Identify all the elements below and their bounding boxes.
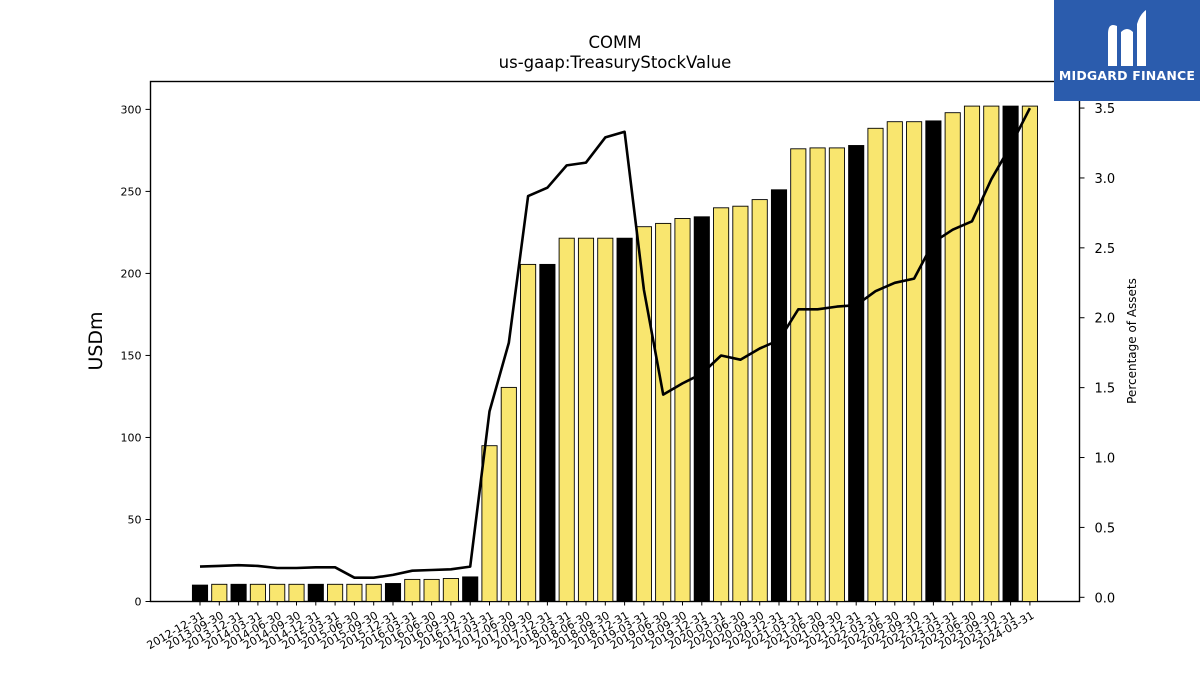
bar <box>577 237 595 602</box>
bar <box>442 578 459 602</box>
bar <box>230 583 247 602</box>
midgard-m-icon <box>1108 10 1146 66</box>
y-tick-label: 100 <box>121 431 142 444</box>
chart-subtitle: us-gaap:TreasuryStockValue <box>499 53 732 72</box>
bar <box>713 207 730 602</box>
bar <box>963 105 981 602</box>
bar <box>693 216 710 602</box>
bar <box>1002 105 1019 602</box>
bar <box>249 583 266 602</box>
bar <box>925 120 942 602</box>
plot-frame <box>149 80 1081 603</box>
y2-tick-label: 2.5 <box>1095 242 1116 257</box>
y2-axis-label: Percentage of Assets <box>1125 278 1139 404</box>
y2-tick-label: 1.5 <box>1095 382 1116 397</box>
bar <box>481 445 498 602</box>
bar <box>423 578 440 602</box>
y-tick-label: 200 <box>121 267 142 280</box>
bar <box>906 121 923 602</box>
bar <box>751 199 768 602</box>
y2-tick-label: 0.5 <box>1095 521 1116 536</box>
bar <box>770 189 788 602</box>
bar <box>307 583 324 602</box>
bar <box>365 583 382 602</box>
bar <box>828 147 845 602</box>
y-axis-left: 0 50 100 150 200 250 300 <box>121 103 151 609</box>
percentage-line <box>199 107 1032 579</box>
bar <box>597 237 614 602</box>
bar <box>404 578 421 602</box>
y2-tick-label: 0.0 <box>1095 591 1116 606</box>
y2-tick-label: 3.5 <box>1095 102 1116 117</box>
y-tick-label: 250 <box>121 185 142 198</box>
bar <box>655 222 672 602</box>
bar <box>327 583 344 602</box>
bar-series <box>191 105 1038 602</box>
y-axis-right: 0.0 0.5 1.0 1.5 2.0 2.5 3.0 3.5 <box>1079 102 1116 606</box>
chart-title: COMM <box>589 33 642 52</box>
bar <box>539 263 556 602</box>
bar <box>886 121 903 602</box>
bar <box>191 584 209 602</box>
y-axis-label: USDm <box>85 311 107 370</box>
bar <box>520 263 537 602</box>
bar <box>500 386 517 602</box>
brand-logo: MIDGARD FINANCE <box>1054 0 1200 101</box>
bar <box>732 205 749 602</box>
bar <box>848 145 865 602</box>
y2-tick-label: 1.0 <box>1095 452 1116 467</box>
y-tick-label: 300 <box>121 103 142 116</box>
y2-tick-label: 3.0 <box>1095 172 1116 187</box>
y-tick-label: 0 <box>135 596 142 609</box>
y-tick-label: 150 <box>121 349 142 362</box>
bar <box>211 583 228 602</box>
x-axis: 2012-12-312013-09-302013-12-312014-03-31… <box>145 601 1036 652</box>
brand-name: MIDGARD FINANCE <box>1058 68 1196 83</box>
bar <box>346 583 363 602</box>
bar <box>867 127 884 602</box>
bar <box>674 218 691 602</box>
y-tick-label: 50 <box>128 513 142 526</box>
bar <box>944 112 961 602</box>
bar <box>1021 105 1038 602</box>
bar <box>809 147 826 602</box>
bar <box>616 237 633 602</box>
bar <box>269 583 286 602</box>
y2-tick-label: 2.0 <box>1095 312 1116 327</box>
bar <box>558 237 575 602</box>
bar <box>288 583 305 602</box>
bar <box>384 583 402 602</box>
bar <box>462 576 479 602</box>
bar <box>790 148 807 602</box>
